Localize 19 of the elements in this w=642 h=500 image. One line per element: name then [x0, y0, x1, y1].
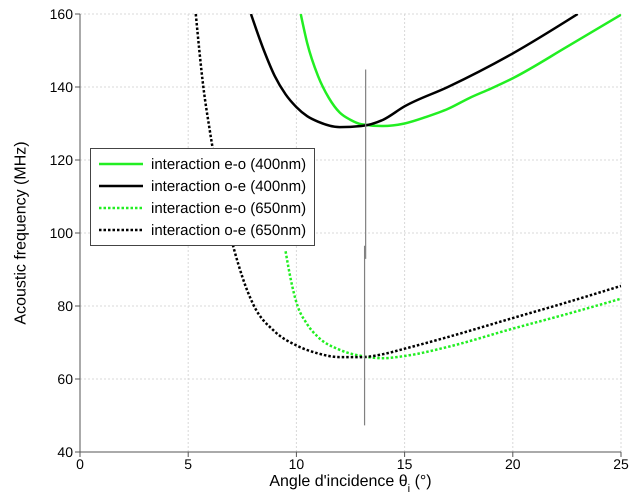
x-tick-label: 15	[396, 456, 413, 472]
legend-label: interaction e-o (650nm)	[151, 200, 306, 216]
legend-label: interaction e-o (400nm)	[151, 156, 306, 172]
y-tick-label: 120	[50, 152, 74, 168]
x-tick-label: 25	[613, 456, 629, 472]
legend-label: interaction o-e (650nm)	[151, 222, 306, 238]
y-axis-title: Acoustic frequency (MHz)	[12, 141, 30, 325]
x-tick-label: 20	[505, 456, 521, 472]
y-tick-label: 40	[57, 444, 74, 460]
y-tick-label: 80	[57, 298, 74, 314]
x-tick-label: 0	[76, 456, 84, 472]
y-tick-label: 160	[50, 6, 74, 22]
y-tick-label: 140	[50, 78, 74, 95]
x-tick-label: 10	[288, 456, 304, 472]
x-tick-label: 5	[184, 456, 192, 472]
y-tick-label: 100	[50, 224, 74, 241]
legend-label: interaction o-e (400nm)	[151, 178, 306, 194]
x-axis-title: Angle d'incidence θ$_{i}$ (°)	[269, 473, 432, 495]
y-tick-label: 60	[57, 370, 74, 387]
